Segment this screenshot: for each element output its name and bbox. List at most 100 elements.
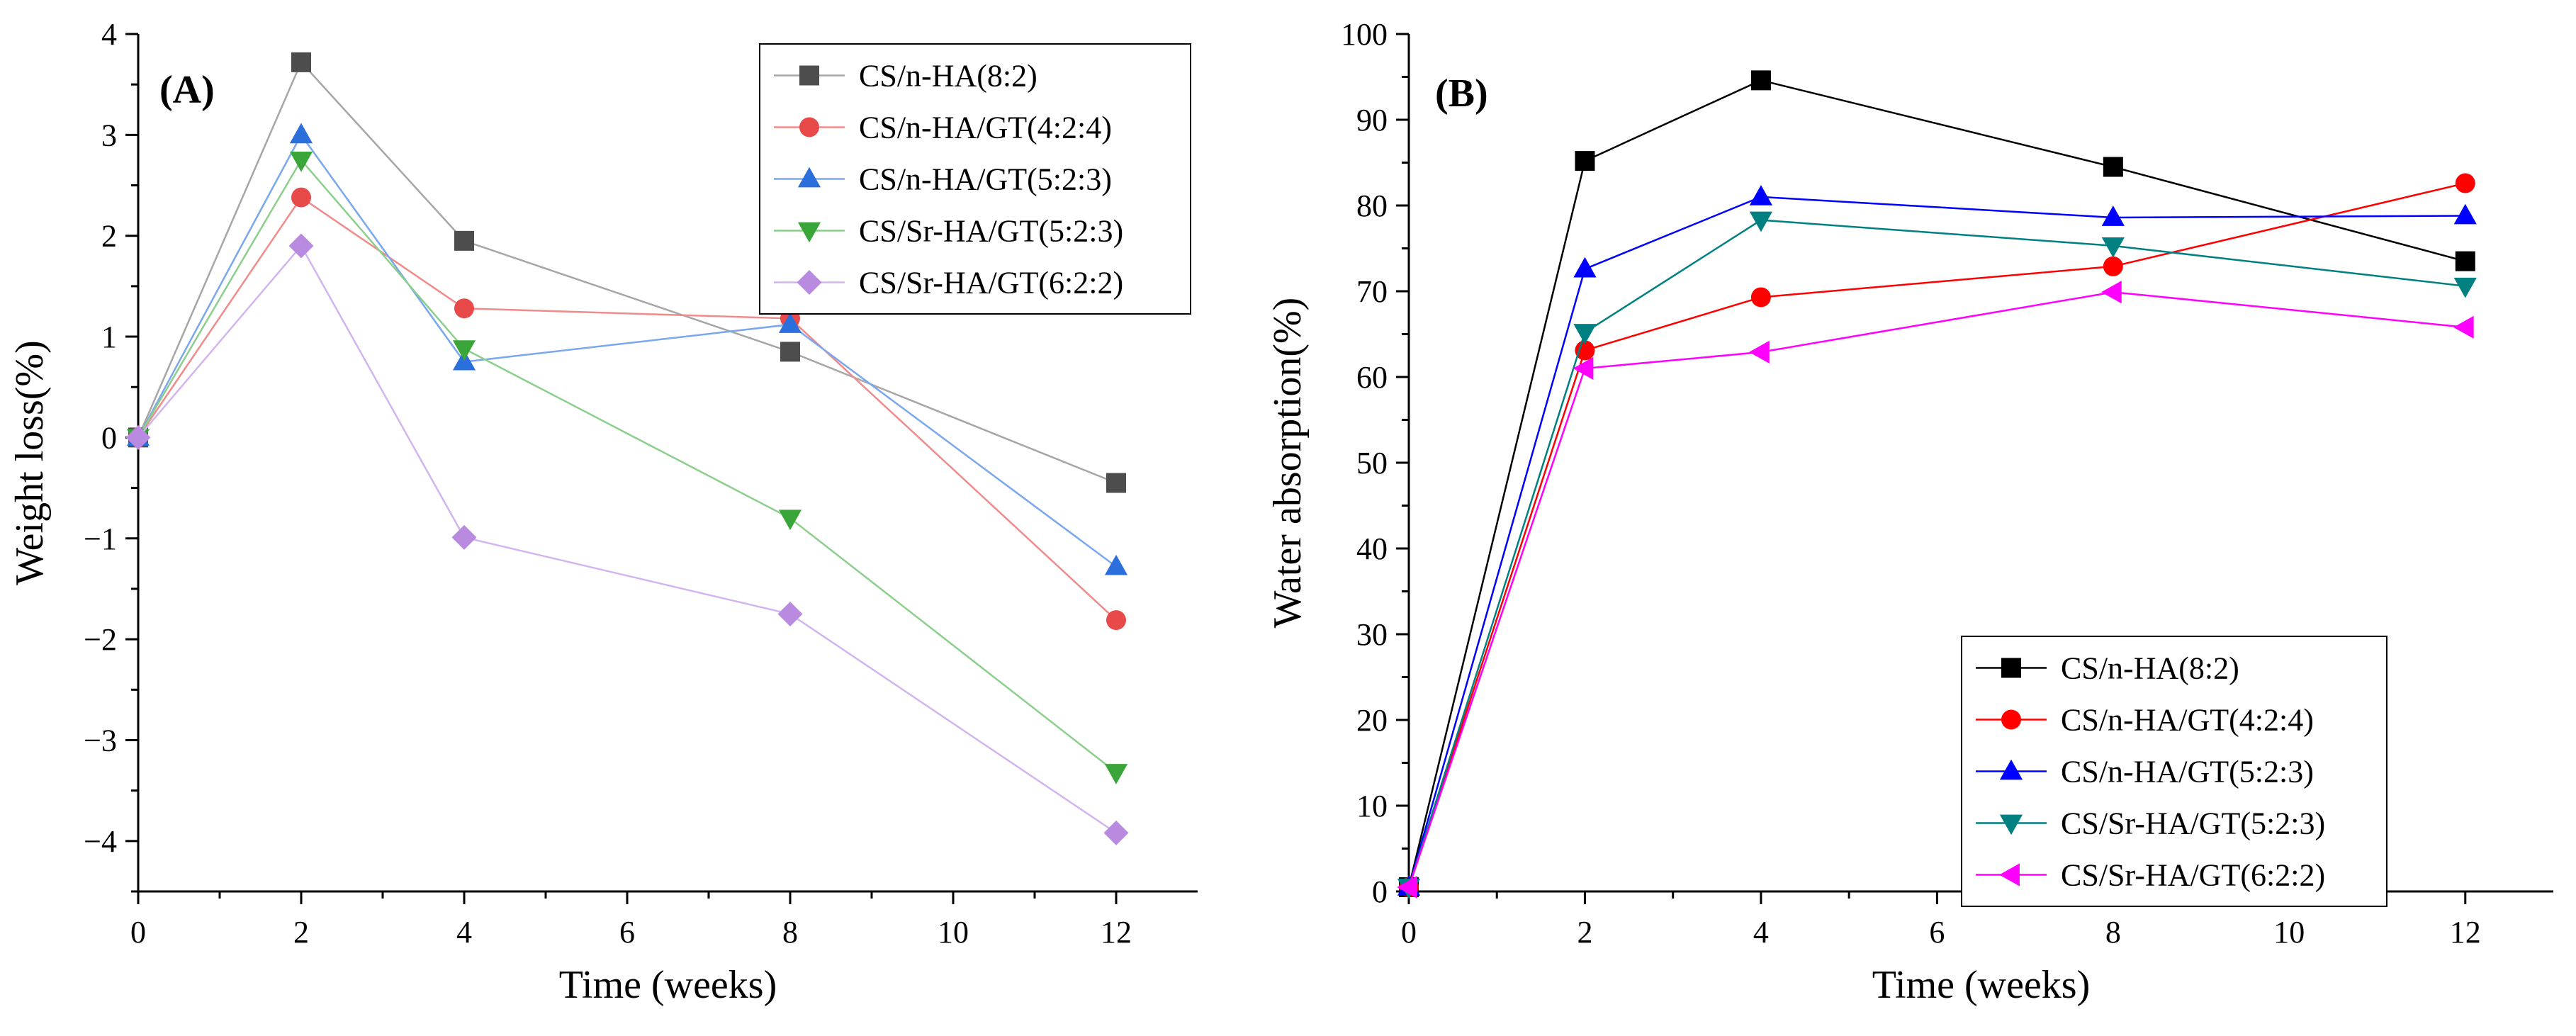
data-point xyxy=(454,230,474,251)
y-tick-label: −2 xyxy=(84,622,117,657)
data-point xyxy=(289,123,313,144)
y-tick-label: 10 xyxy=(1356,789,1388,823)
data-point xyxy=(1104,554,1128,575)
data-point xyxy=(291,52,311,72)
y-tick-label: 70 xyxy=(1356,274,1388,309)
data-point xyxy=(2101,237,2125,258)
data-point xyxy=(289,152,313,172)
legend-label: CS/n-HA/GT(5:2:3) xyxy=(859,162,1112,197)
data-point xyxy=(1749,211,1773,232)
legend-item: CS/Sr-HA/GT(6:2:2) xyxy=(774,266,1123,300)
y-tick-label: 1 xyxy=(101,320,117,354)
x-tick-label: 6 xyxy=(619,915,635,950)
legend-item: CS/n-HA/GT(4:2:4) xyxy=(1976,703,2314,738)
y-axis-title: Water absorption(%) xyxy=(1266,298,1310,629)
data-point xyxy=(1106,610,1126,631)
x-tick-label: 2 xyxy=(1577,915,1592,950)
y-tick-label: 50 xyxy=(1356,446,1388,480)
data-point xyxy=(2101,281,2122,304)
legend-marker xyxy=(1999,814,2023,835)
x-tick-label: 12 xyxy=(2450,915,2481,950)
y-tick-label: 4 xyxy=(101,17,117,52)
legend-item: CS/Sr-HA/GT(5:2:3) xyxy=(1976,806,2325,841)
legend-marker xyxy=(797,167,821,188)
x-tick-label: 0 xyxy=(1401,915,1417,950)
data-point xyxy=(778,509,802,531)
data-point xyxy=(2103,157,2123,177)
x-tick-label: 10 xyxy=(938,915,969,950)
data-point xyxy=(1104,764,1128,784)
x-tick-label: 6 xyxy=(1929,915,1945,950)
legend-label: CS/n-HA/GT(4:2:4) xyxy=(2061,703,2314,738)
series-CS/Sr-HA/GT(6:2:2) xyxy=(125,233,1129,845)
legend-item: CS/n-HA(8:2) xyxy=(1976,651,2239,686)
data-point xyxy=(2101,205,2125,226)
data-point xyxy=(1573,324,1597,344)
x-tick-label: 8 xyxy=(2105,915,2121,950)
y-tick-label: −4 xyxy=(84,824,117,859)
legend-marker xyxy=(797,222,821,243)
data-point xyxy=(451,524,477,550)
data-point xyxy=(1750,287,1771,308)
y-tick-label: −1 xyxy=(84,522,117,556)
legend-marker xyxy=(2001,709,2021,730)
panel-label: (B) xyxy=(1435,72,1488,116)
data-point xyxy=(452,340,476,361)
legend-label: CS/Sr-HA/GT(6:2:2) xyxy=(859,266,1123,300)
data-point xyxy=(454,298,474,319)
legend-marker xyxy=(799,65,819,86)
series-CS/n-HA(8:2) xyxy=(128,52,1126,493)
data-point xyxy=(2455,251,2475,271)
legend: CS/n-HA(8:2) CS/n-HA/GT(4:2:4) CS/n-HA/GT(… xyxy=(1961,636,2387,907)
legend-marker xyxy=(2001,658,2021,678)
x-tick-label: 0 xyxy=(130,915,146,950)
legend-label: CS/n-HA(8:2) xyxy=(2061,651,2239,686)
legend-label: CS/Sr-HA/GT(5:2:3) xyxy=(859,214,1123,249)
x-axis-title: Time (weeks) xyxy=(559,963,777,1007)
data-point xyxy=(1749,185,1773,205)
legend-item: CS/Sr-HA/GT(5:2:3) xyxy=(774,214,1123,249)
x-tick-label: 4 xyxy=(1753,915,1769,950)
legend-label: CS/n-HA(8:2) xyxy=(859,59,1037,94)
y-tick-label: 2 xyxy=(101,219,117,254)
y-tick-label: 90 xyxy=(1356,103,1388,137)
data-point xyxy=(1573,257,1597,278)
y-tick-label: 80 xyxy=(1356,188,1388,223)
data-point xyxy=(1575,151,1595,171)
data-point xyxy=(778,313,802,333)
series-CS/Sr-HA/GT(6:2:2) xyxy=(1397,281,2474,899)
data-point xyxy=(1750,70,1771,91)
legend-label: CS/Sr-HA/GT(5:2:3) xyxy=(2061,806,2325,841)
legend-item: CS/n-HA/GT(4:2:4) xyxy=(774,111,1112,145)
data-point xyxy=(291,187,311,208)
data-point xyxy=(780,342,800,362)
data-point xyxy=(1397,875,1417,899)
x-tick-label: 2 xyxy=(293,915,309,950)
y-tick-label: 60 xyxy=(1356,360,1388,395)
x-tick-label: 4 xyxy=(456,915,472,950)
legend-item: CS/n-HA/GT(5:2:3) xyxy=(774,162,1112,197)
x-tick-label: 10 xyxy=(2273,915,2305,950)
y-tick-label: 40 xyxy=(1356,531,1388,566)
legend-item: CS/Sr-HA/GT(6:2:2) xyxy=(1976,858,2325,893)
legend-label: CS/Sr-HA/GT(6:2:2) xyxy=(2061,858,2325,893)
y-tick-label: 100 xyxy=(1341,17,1388,52)
series-line xyxy=(137,244,1117,834)
data-point xyxy=(1749,340,1770,364)
legend: CS/n-HA(8:2) CS/n-HA/GT(4:2:4) CS/n-HA/GT(… xyxy=(759,43,1191,315)
legend-label: CS/n-HA/GT(4:2:4) xyxy=(859,111,1112,145)
x-tick-label: 8 xyxy=(782,915,798,950)
legend-marker xyxy=(799,117,819,137)
data-point xyxy=(1573,356,1594,380)
data-point xyxy=(2453,315,2474,339)
data-point xyxy=(777,602,803,627)
y-axis-title: Weight loss(%) xyxy=(8,340,52,585)
legend-marker xyxy=(1999,759,2023,780)
legend-marker xyxy=(1999,863,2020,886)
data-point xyxy=(1106,473,1126,493)
y-tick-label: 0 xyxy=(101,420,117,455)
y-tick-label: 0 xyxy=(1372,874,1388,909)
y-tick-label: 30 xyxy=(1356,617,1388,652)
legend-item: CS/n-HA(8:2) xyxy=(774,59,1037,94)
